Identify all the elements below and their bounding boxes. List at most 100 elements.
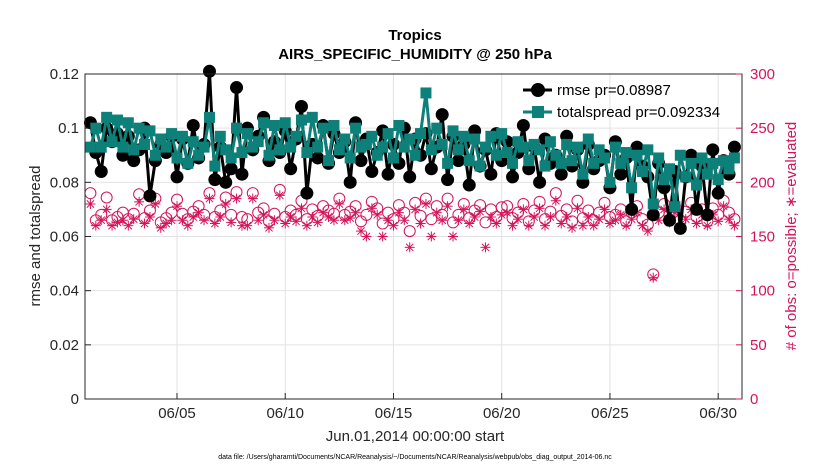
evaluated-obs-stroke: [481, 243, 490, 252]
evaluated-obs-stroke: [654, 216, 663, 225]
rmse-point: [727, 140, 741, 154]
rmse-point: [435, 108, 449, 122]
rmse-point: [462, 178, 476, 192]
y2-tick-label: 100: [750, 283, 775, 300]
evaluated-obs-stroke: [351, 208, 360, 217]
totalspread-point: [382, 128, 394, 140]
evaluated-obs-marker: [139, 218, 150, 229]
totalspread-point: [393, 119, 405, 131]
rmse-point: [300, 186, 314, 200]
evaluated-obs-marker: [529, 212, 540, 222]
evaluated-obs-stroke: [508, 221, 517, 230]
evaluated-obs-marker: [161, 218, 172, 229]
evaluated-obs-marker: [155, 222, 166, 233]
totalspread-point: [339, 133, 351, 145]
evaluated-obs-stroke: [465, 219, 474, 228]
evaluated-obs-marker: [339, 215, 350, 226]
evaluated-obs-marker: [128, 214, 139, 225]
totalspread-point: [312, 141, 324, 153]
totalspread-point: [404, 133, 416, 145]
totalspread-point: [701, 168, 713, 180]
totalspread-point: [593, 144, 605, 156]
rmse-point: [219, 175, 233, 189]
evaluated-obs-marker: [328, 215, 339, 226]
totalspread-point: [544, 136, 556, 148]
totalspread-point: [599, 152, 611, 164]
evaluated-obs-stroke: [546, 213, 555, 221]
totalspread-point: [680, 171, 692, 183]
totalspread-point: [669, 201, 681, 213]
rmse-point: [625, 202, 639, 216]
evaluated-obs-stroke: [108, 221, 117, 230]
totalspread-point: [139, 138, 151, 150]
evaluated-obs-marker: [404, 242, 415, 253]
data-file-footnote: data file: /Users/gharamti/Documents/NCA…: [218, 454, 612, 461]
y2-tick-label: 50: [750, 337, 767, 354]
totalspread-point: [707, 157, 719, 169]
evaluated-obs-stroke: [167, 216, 176, 225]
totalspread-point: [258, 117, 270, 129]
evaluated-obs-marker: [442, 201, 453, 212]
totalspread-point: [582, 133, 594, 145]
evaluated-obs-marker: [567, 222, 578, 233]
totalspread-point: [436, 138, 448, 150]
rmse-point: [127, 154, 141, 168]
totalspread-point: [317, 122, 329, 134]
evaluated-obs-stroke: [573, 204, 582, 213]
totalspread-point: [674, 149, 686, 161]
evaluated-obs-stroke: [622, 221, 631, 230]
totalspread-point: [171, 152, 183, 164]
rmse-point: [311, 151, 325, 165]
totalspread-point: [479, 141, 491, 153]
possible-obs-marker: [360, 208, 373, 221]
evaluated-obs-marker: [372, 209, 383, 220]
evaluated-obs-marker: [166, 215, 177, 226]
evaluated-obs-marker: [107, 220, 118, 231]
possible-obs-marker: [403, 225, 416, 238]
evaluated-obs-marker: [199, 215, 210, 226]
rmse-point: [284, 162, 298, 176]
evaluated-obs-stroke: [205, 194, 214, 203]
evaluated-obs-stroke: [530, 213, 539, 221]
totalspread-point: [636, 166, 648, 177]
totalspread-point: [241, 128, 253, 140]
evaluated-obs-marker: [85, 199, 96, 209]
evaluated-obs-marker: [729, 220, 740, 231]
evaluated-obs-marker: [209, 218, 220, 229]
y-tick-label: 0.04: [50, 283, 79, 300]
evaluated-obs-stroke: [335, 200, 344, 208]
evaluated-obs-stroke: [416, 219, 425, 228]
totalspread-point: [425, 144, 437, 156]
totalspread-point: [225, 152, 237, 164]
evaluated-obs-marker: [713, 216, 724, 227]
totalspread-point: [409, 149, 421, 161]
evaluated-obs-marker: [361, 231, 372, 242]
evaluated-obs-stroke: [459, 205, 468, 214]
y-tick-label: 0.06: [50, 229, 79, 246]
totalspread-point: [344, 152, 356, 164]
evaluated-obs-marker: [599, 204, 610, 215]
totalspread-point: [577, 168, 589, 180]
evaluated-obs-marker: [215, 212, 226, 222]
totalspread-point: [566, 155, 578, 167]
obs-layer: [84, 183, 741, 283]
totalspread-point: [555, 157, 567, 169]
totalspread-point: [268, 119, 280, 131]
evaluated-obs-marker: [523, 220, 534, 231]
possible-obs-marker: [479, 216, 492, 229]
rmse-point: [224, 162, 238, 176]
rmse-point: [506, 170, 520, 184]
possible-obs-marker: [425, 213, 438, 226]
totalspread-point: [474, 160, 486, 172]
totalspread-point: [517, 141, 529, 153]
evaluated-obs-stroke: [411, 205, 420, 214]
totalspread-point: [198, 141, 210, 153]
totalspread-point: [663, 163, 675, 175]
x-axis-label: Jun.01,2014 00:00:00 start: [326, 428, 505, 445]
totalspread-point: [550, 149, 562, 161]
evaluated-obs-marker: [718, 201, 729, 212]
evaluated-obs-stroke: [476, 207, 485, 216]
evaluated-obs-stroke: [595, 215, 604, 224]
totalspread-point: [469, 133, 481, 145]
totalspread-point: [647, 198, 659, 210]
